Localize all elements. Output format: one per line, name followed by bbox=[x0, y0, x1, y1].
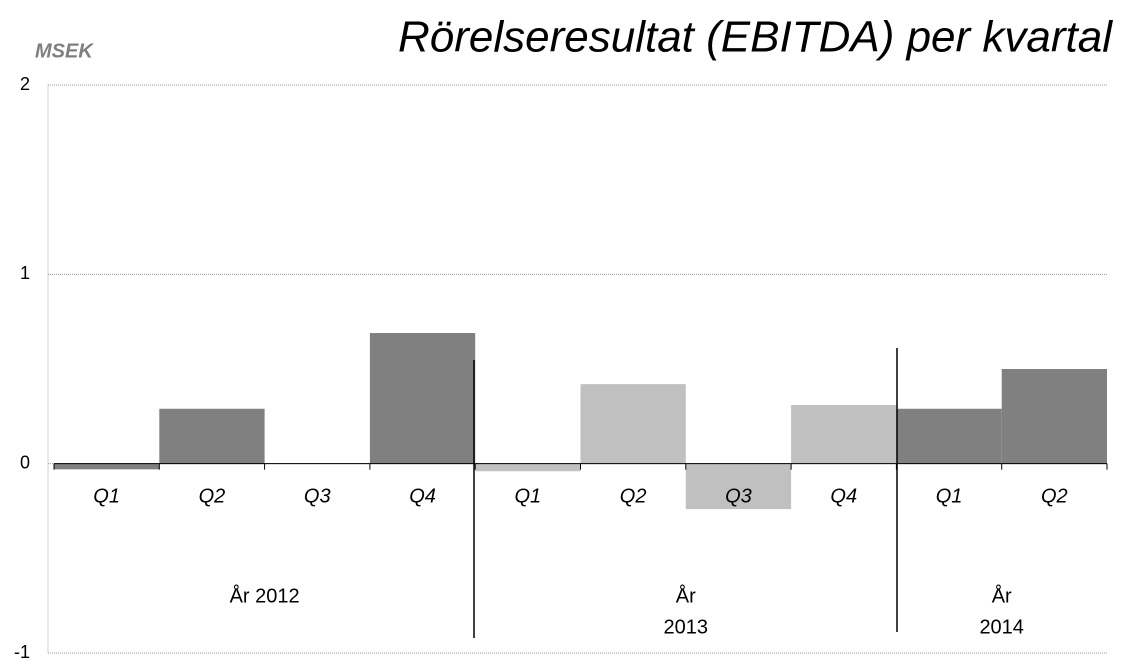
bar bbox=[1001, 369, 1107, 464]
x-tick-label: Q4 bbox=[409, 485, 436, 507]
x-tick-label: Q1 bbox=[93, 485, 120, 507]
y-tick-label: 1 bbox=[20, 263, 30, 283]
bar bbox=[159, 408, 265, 464]
x-tick-label: Q4 bbox=[830, 485, 857, 507]
bar bbox=[369, 333, 476, 464]
bar bbox=[475, 463, 581, 472]
x-tick-label: Q1 bbox=[936, 485, 963, 507]
group-label: 2014 bbox=[979, 616, 1024, 638]
y-tick-label: -1 bbox=[14, 642, 30, 662]
group-label: År bbox=[992, 584, 1012, 607]
x-tick-label: Q2 bbox=[1041, 485, 1068, 507]
y-tick-label: 0 bbox=[20, 452, 30, 472]
x-tick-label: Q3 bbox=[304, 485, 331, 507]
chart-title: Rörelseresultat (EBITDA) per kvartal bbox=[398, 13, 1113, 62]
x-tick-label: Q1 bbox=[515, 485, 542, 507]
bar bbox=[54, 463, 160, 470]
group-label: År bbox=[676, 584, 696, 607]
group-label: År 2012 bbox=[230, 584, 300, 607]
bar bbox=[580, 384, 686, 464]
group-label: 2013 bbox=[664, 616, 709, 638]
y-axis-label: MSEK bbox=[35, 40, 94, 62]
x-tick-label: Q3 bbox=[725, 485, 752, 507]
x-tick-label: Q2 bbox=[620, 485, 647, 507]
y-tick-label: 2 bbox=[20, 74, 30, 94]
bar bbox=[685, 463, 792, 510]
bar bbox=[791, 404, 897, 464]
bar bbox=[896, 408, 1002, 464]
x-tick-label: Q2 bbox=[199, 485, 226, 507]
